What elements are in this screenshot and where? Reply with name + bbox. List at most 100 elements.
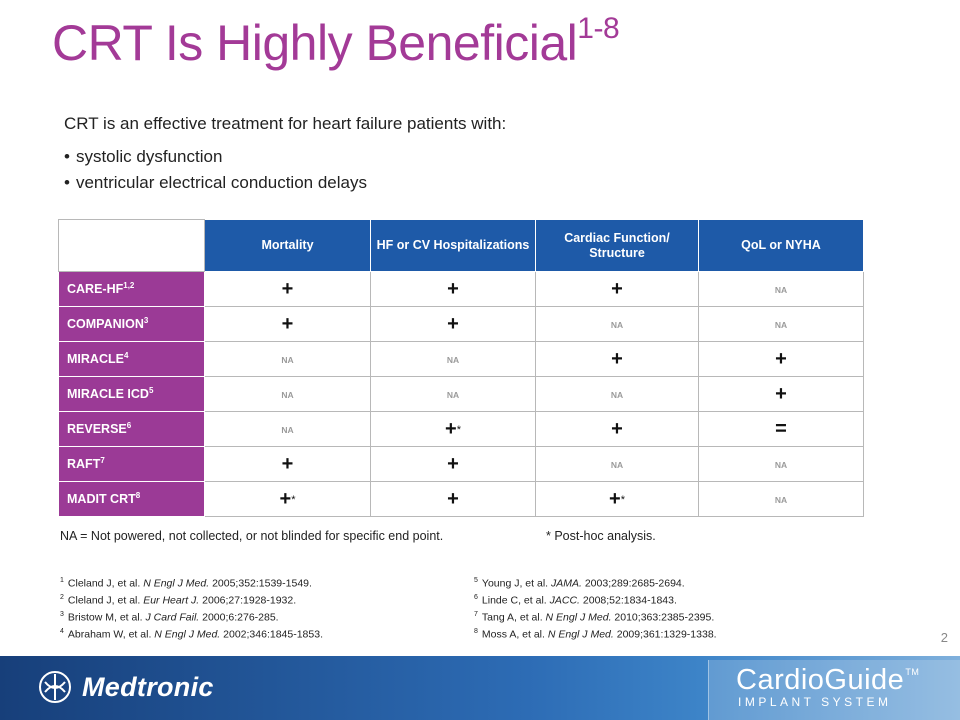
footer-brand-bar (0, 656, 960, 720)
result-cell: NA (698, 271, 864, 307)
table-corner-cell (58, 219, 205, 272)
reference-journal: N Engl J Med. (547, 628, 614, 641)
reference-item: 7 Tang A, et al. N Engl J Med. 2010;363:2… (474, 608, 717, 625)
posthoc-footnote: * Post-hoc analysis. (546, 529, 656, 543)
not-applicable-value: NA (446, 390, 460, 400)
references-left: 1 Cleland J, et al. N Engl J Med. 2005;35… (60, 574, 323, 642)
trial-name-cell: MIRACLE ICD5 (58, 376, 205, 412)
product-brand-panel (708, 660, 960, 720)
reference-authors: Cleland J, et al. (67, 577, 144, 590)
column-header: Cardiac Function/ Structure (535, 219, 699, 272)
not-applicable-value: NA (281, 390, 294, 400)
not-applicable-value: NA (774, 460, 788, 470)
reference-journal: J Card Fail. (145, 611, 200, 624)
reference-item: 4 Abraham W, et al. N Engl J Med. 2002;34… (60, 625, 323, 642)
trial-reference-sup: 1,2 (123, 281, 135, 291)
table-header-row: Mortality HF or CV Hospitalizations Card… (58, 219, 864, 272)
result-cell: NA (535, 446, 699, 482)
table-body: CARE-HF1,2 + + + NA COMPANION3 + + NA NA MIRACLE4 N… (58, 271, 864, 517)
reference-journal: N Engl J Med. (143, 577, 210, 590)
trial-reference-sup: 8 (135, 491, 141, 501)
reference-authors: Moss A, et al. (481, 628, 548, 641)
reference-number: 5 (474, 577, 478, 584)
reference-number: 1 (60, 577, 64, 584)
reference-citation: 2003;289:2685-2694. (581, 577, 685, 590)
reference-journal: JACC. (549, 594, 580, 607)
result-cell: +* (204, 481, 371, 517)
trial-reference-sup: 3 (143, 316, 149, 326)
not-applicable-value: NA (610, 390, 624, 400)
not-applicable-value: NA (610, 320, 624, 330)
references-right: 5 Young J, et al. JAMA. 2003;289:2685-269… (474, 574, 717, 642)
reference-journal: JAMA. (551, 577, 582, 590)
positive-value: + (775, 347, 787, 370)
positive-value: + (611, 347, 623, 370)
table-row: CARE-HF1,2 + + + NA (58, 271, 864, 307)
reference-journal: Eur Heart J. (143, 594, 200, 607)
positive-value: + (281, 312, 294, 335)
trial-reference-sup: 4 (123, 351, 129, 361)
slide-title: CRT Is Highly Beneficial1-8 (52, 12, 620, 72)
not-applicable-value: NA (446, 355, 460, 365)
reference-number: 4 (60, 628, 64, 635)
reference-item: 2 Cleland J, et al. Eur Heart J. 2006;27:… (60, 591, 323, 608)
positive-value: + (611, 417, 623, 440)
trial-name: MIRACLE ICD (67, 387, 149, 402)
trial-name-cell: REVERSE6 (58, 411, 205, 447)
result-cell: + (370, 481, 536, 517)
reference-item: 5 Young J, et al. JAMA. 2003;289:2685-269… (474, 574, 717, 591)
column-header: Mortality (204, 219, 371, 272)
trial-name: RAFT (67, 457, 101, 472)
reference-authors: Abraham W, et al. (67, 628, 155, 641)
result-cell: NA (698, 481, 864, 517)
result-cell: + (370, 271, 536, 307)
table-row: MIRACLE ICD5 NA NA NA + (58, 376, 864, 412)
posthoc-star: * (291, 493, 296, 506)
reference-journal: N Engl J Med. (545, 611, 612, 624)
reference-authors: Tang A, et al. (481, 611, 546, 624)
trial-name-cell: MADIT CRT8 (58, 481, 205, 517)
result-cell: + (370, 306, 536, 342)
product-name-text: CardioGuide (736, 664, 905, 696)
result-cell: + (535, 341, 699, 377)
result-cell: NA (370, 341, 536, 377)
reference-authors: Bristow M, et al. (67, 611, 146, 624)
result-cell: = (698, 411, 864, 447)
slide-title-text: CRT Is Highly Beneficial (52, 15, 578, 71)
positive-posthoc-value: +* (445, 417, 461, 440)
table-row: RAFT7 + + NA NA (58, 446, 864, 482)
positive-value: + (447, 312, 459, 335)
table-row: MADIT CRT8 +* + +* NA (58, 481, 864, 517)
trial-name: CARE-HF (67, 282, 124, 297)
table-row: MIRACLE4 NA NA + + (58, 341, 864, 377)
reference-number: 8 (474, 628, 478, 635)
trial-name-cell: CARE-HF1,2 (58, 271, 205, 307)
not-applicable-value: NA (281, 425, 294, 435)
result-cell: + (698, 376, 864, 412)
reference-citation: 2006;27:1928-1932. (199, 594, 297, 607)
reference-citation: 2002;346:1845-1853. (220, 628, 323, 641)
company-name: Medtronic (82, 671, 214, 702)
medtronic-logo: Medtronic (38, 670, 214, 704)
reference-number: 6 (474, 594, 478, 601)
reference-authors: Linde C, et al. (481, 594, 550, 607)
reference-citation: 2005;352:1539-1549. (209, 577, 312, 590)
reference-number: 7 (474, 611, 478, 618)
bullet-list: systolic dysfunction ventricular electri… (64, 144, 367, 196)
bullet-item: systolic dysfunction (64, 144, 367, 170)
result-cell: + (204, 271, 371, 307)
intro-text: CRT is an effective treatment for heart … (64, 114, 507, 133)
result-cell: +* (370, 411, 536, 447)
reference-number: 3 (60, 611, 64, 618)
product-name: CardioGuideTM (736, 664, 919, 697)
result-cell: +* (535, 481, 699, 517)
result-cell: + (535, 271, 699, 307)
posthoc-star: * (456, 423, 461, 436)
not-applicable-value: NA (610, 460, 624, 470)
reference-journal: N Engl J Med. (154, 628, 221, 641)
result-cell: NA (698, 306, 864, 342)
result-cell: NA (535, 306, 699, 342)
not-applicable-value: NA (774, 495, 788, 505)
positive-posthoc-value: +* (279, 487, 296, 510)
positive-posthoc-value: +* (609, 487, 625, 510)
